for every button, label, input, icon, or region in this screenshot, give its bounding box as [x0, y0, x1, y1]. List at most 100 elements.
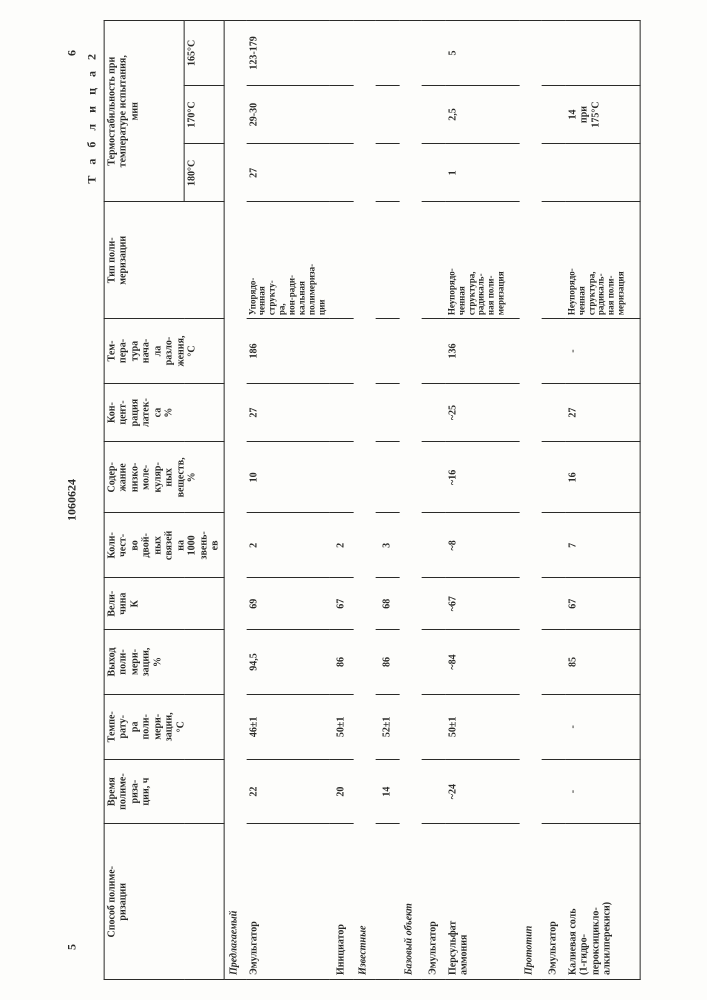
thermo-cell: 14 при 175°С — [565, 85, 640, 143]
type-cell: Неупорядо- ченная структура, радикаль- н… — [445, 202, 519, 319]
row-label: Эмульгатор — [246, 824, 329, 980]
thermo-cell: 1 — [445, 144, 519, 202]
thermo-cell: 123-179 — [246, 21, 329, 86]
type-cell: Неупорядо- ченная структура, радикаль- н… — [565, 202, 640, 319]
data-cell: 186 — [246, 319, 329, 384]
data-cell: 20 — [329, 759, 353, 824]
col-header: Содер- жание низко- моле- куляр- ных вещ… — [104, 442, 224, 513]
thermo-cell — [375, 85, 399, 143]
data-cell — [375, 442, 399, 513]
data-cell — [541, 513, 565, 578]
data-cell: 85 — [565, 630, 640, 695]
col-header: Тип поли- меризации — [104, 202, 224, 319]
data-cell — [541, 442, 565, 513]
data-cell — [421, 319, 445, 384]
data-cell — [541, 759, 565, 824]
col-header: Тем- пера- тура нача- ла разло- жения, °… — [104, 319, 224, 384]
data-cell: ~8 — [445, 513, 519, 578]
thermo-cell — [565, 144, 640, 202]
data-cell: - — [565, 319, 640, 384]
data-cell — [421, 759, 445, 824]
type-cell — [329, 202, 353, 319]
data-cell — [541, 630, 565, 695]
data-cell — [329, 319, 353, 384]
data-cell — [541, 319, 565, 384]
data-cell — [375, 319, 399, 384]
section-label: Предлагаемый — [224, 21, 247, 980]
col-subheader: 170°С — [184, 85, 224, 143]
thermo-cell — [329, 85, 353, 143]
data-cell: 94,5 — [246, 630, 329, 695]
data-cell: 86 — [375, 630, 399, 695]
thermo-cell — [421, 144, 445, 202]
thermo-cell — [421, 85, 445, 143]
thermo-cell — [375, 21, 399, 86]
type-cell — [375, 202, 399, 319]
thermo-cell — [375, 144, 399, 202]
col-subheader: 165°С — [184, 21, 224, 86]
col-header: Время полиме- риза- ции, ч — [104, 759, 224, 824]
thermo-cell — [329, 144, 353, 202]
thermo-cell — [421, 21, 445, 86]
data-cell — [421, 442, 445, 513]
section-label: Базовый объект — [399, 21, 421, 980]
row-label: Инициатор — [329, 824, 353, 980]
data-cell: 7 — [565, 513, 640, 578]
data-cell — [421, 383, 445, 441]
col-header: Вели- чина К — [104, 578, 224, 630]
section-label: Известные — [353, 21, 375, 980]
patent-number: 1060624 — [66, 479, 80, 521]
col-header: Способ полиме- ризации — [104, 824, 224, 980]
data-cell: 52±1 — [375, 694, 399, 759]
data-cell: 69 — [246, 578, 329, 630]
data-cell: ~84 — [445, 630, 519, 695]
row-label: Эмульгатор — [421, 824, 445, 980]
data-cell — [329, 442, 353, 513]
row-label: Калиевая соль (1-гидро- пероксицикло- ал… — [565, 824, 640, 980]
data-cell: 3 — [375, 513, 399, 578]
data-cell: 67 — [329, 578, 353, 630]
data-cell: 2 — [329, 513, 353, 578]
data-cell: 14 — [375, 759, 399, 824]
data-cell — [421, 694, 445, 759]
thermo-cell — [541, 144, 565, 202]
data-cell: 50±1 — [445, 694, 519, 759]
data-cell: - — [565, 759, 640, 824]
data-cell — [541, 383, 565, 441]
row-label — [375, 824, 399, 980]
col-header: Темпе- рату- ра поли- мери- зации, °С — [104, 694, 224, 759]
data-cell: 50±1 — [329, 694, 353, 759]
data-cell: 22 — [246, 759, 329, 824]
data-cell: 46±1 — [246, 694, 329, 759]
data-cell — [541, 694, 565, 759]
thermo-cell — [329, 21, 353, 86]
table-label: Т а б л и ц а 2 — [85, 20, 103, 980]
data-cell — [421, 630, 445, 695]
data-cell: 2 — [246, 513, 329, 578]
row-label: Эмульгатор — [541, 824, 565, 980]
data-cell: 68 — [375, 578, 399, 630]
data-cell: ~25 — [445, 383, 519, 441]
type-cell — [541, 202, 565, 319]
type-cell: Упорядо- ченная структу- ра, ион-ради- к… — [246, 202, 329, 319]
data-cell: 27 — [565, 383, 640, 441]
col-subheader: 180°С — [184, 144, 224, 202]
page-num-left: 5 — [66, 944, 80, 950]
thermo-cell: 5 — [445, 21, 519, 86]
section-label: Прототип — [519, 21, 541, 980]
page-num-right: 6 — [66, 50, 80, 56]
thermo-cell — [565, 21, 640, 86]
thermo-cell — [541, 85, 565, 143]
data-cell: - — [565, 694, 640, 759]
data-cell — [421, 513, 445, 578]
col-header: Кон- цент- рация латек- са % — [104, 383, 224, 441]
data-cell — [329, 383, 353, 441]
data-cell: 86 — [329, 630, 353, 695]
data-cell: 67 — [565, 578, 640, 630]
data-cell: 10 — [246, 442, 329, 513]
type-cell — [421, 202, 445, 319]
data-cell: 27 — [246, 383, 329, 441]
row-label: Персульфат аммония — [445, 824, 519, 980]
col-header: Коли- чест- во двой- ных связей на 1000 … — [104, 513, 224, 578]
data-cell: ~16 — [445, 442, 519, 513]
